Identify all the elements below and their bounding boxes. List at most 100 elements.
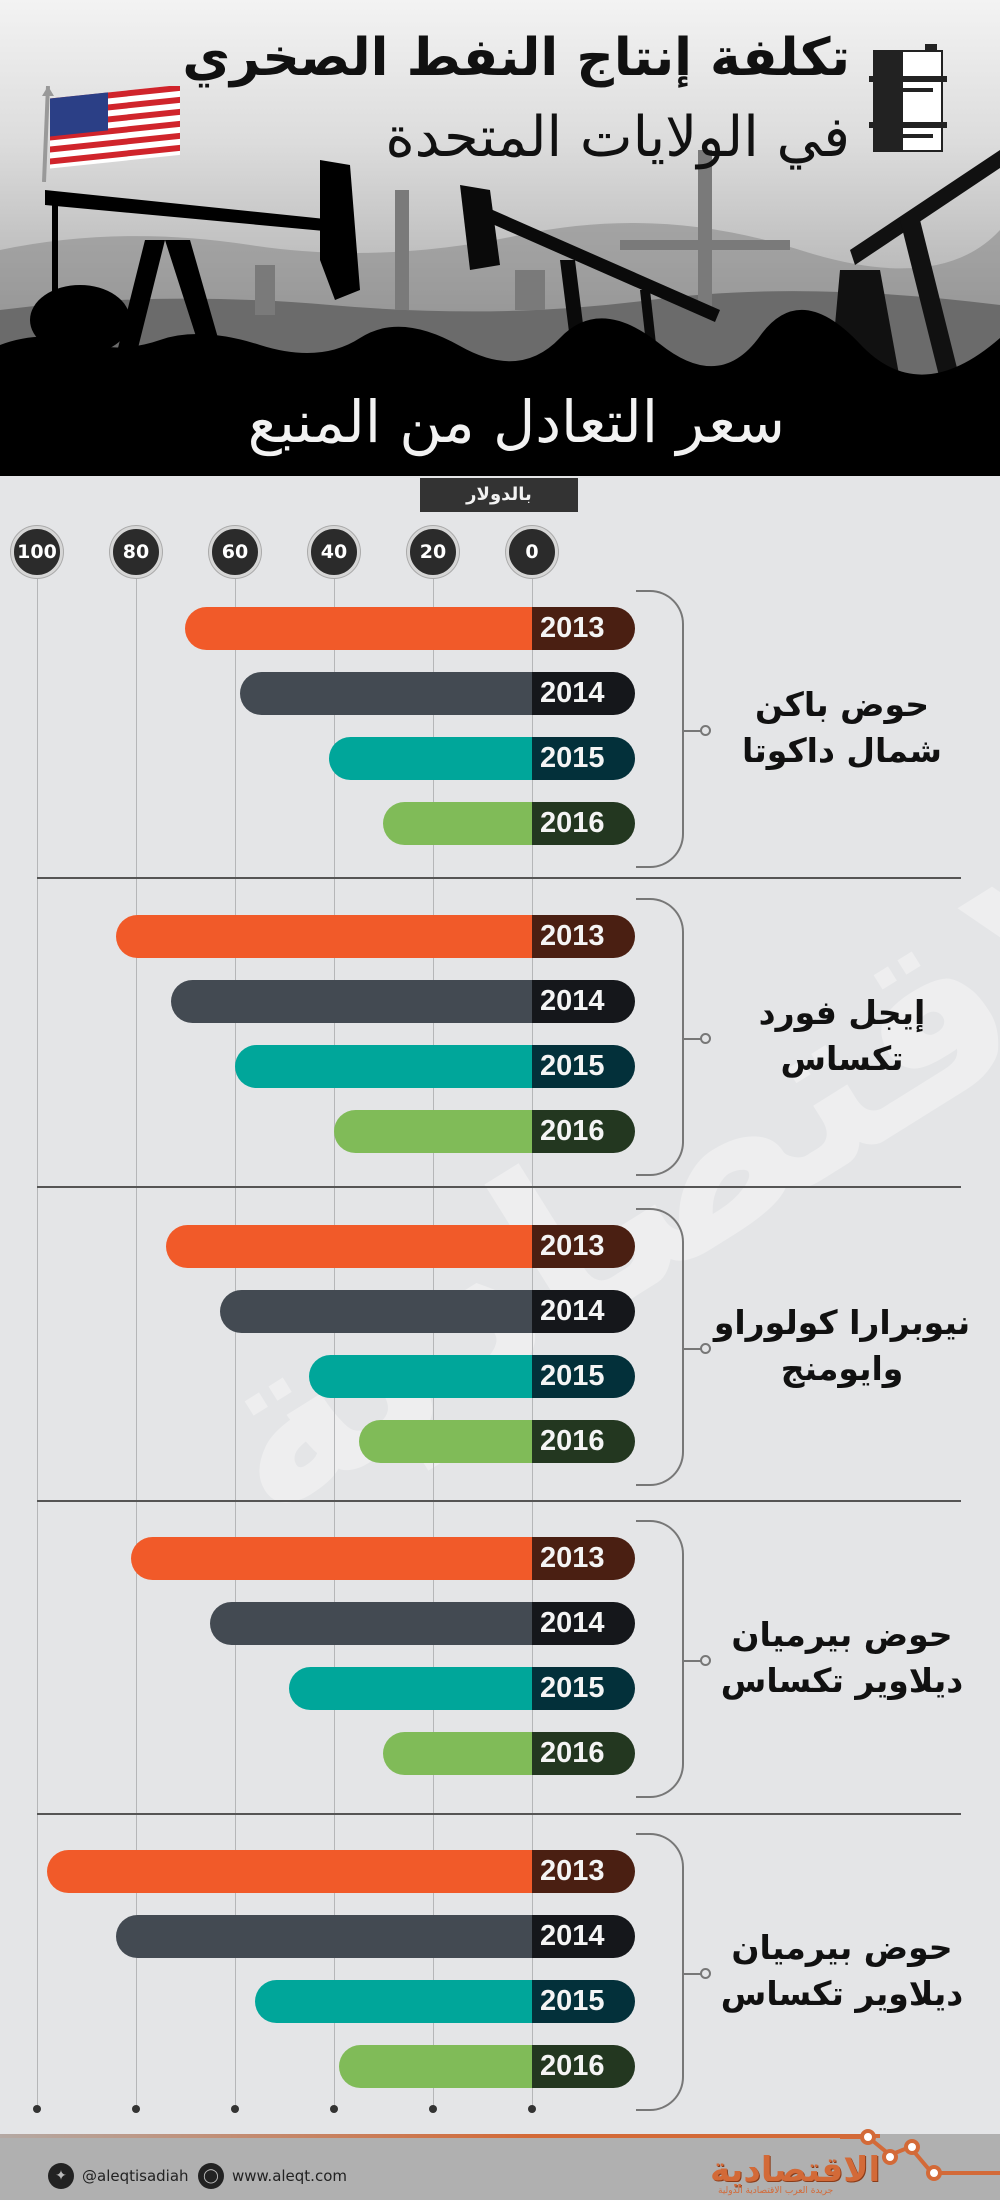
gridline-0 [532,578,533,2113]
basin-label: حوض باكن شمال داكوتا [712,682,972,774]
bar-2014 [116,1915,532,1958]
bar-2013 [166,1225,532,1268]
bar-2013 [131,1537,532,1580]
year-label: 2015 [532,737,635,780]
basin-label-line-2: وايومنج [780,1349,904,1388]
basin-label-line-2: تكساس [780,1039,904,1078]
axis-tick-60: 60 [209,526,261,578]
year-label: 2014 [532,1290,635,1333]
twitter-link[interactable]: ✦ @aleqtisadiah [48,2163,189,2189]
bar-2015 [235,1045,532,1088]
year-label: 2013 [532,1850,635,1893]
bracket-connector [684,1348,702,1350]
axis-tick-20: 20 [407,526,459,578]
publisher-tagline: جريدة العرب الاقتصادية الدولية [718,2186,834,2196]
bar-2016 [334,1110,532,1153]
basin-label-line-2: ديلاوير تكساس [720,1661,964,1700]
basin-label-line-1: حوض بيرميان [731,1928,953,1967]
bar-2016 [339,2045,532,2088]
group-bracket [636,590,684,868]
year-label: 2016 [532,2045,635,2088]
basin-label: حوض بيرميان ديلاوير تكساس [712,1612,972,1704]
grid-end-dot [429,2105,437,2113]
year-label: 2015 [532,1980,635,2023]
basin-label-line-1: نيوبرارا كولوراو [713,1303,971,1342]
bracket-connector [684,730,702,732]
year-label: 2014 [532,1915,635,1958]
year-label: 2014 [532,1602,635,1645]
axis-tick-80: 80 [110,526,162,578]
gridline-80 [136,578,137,2113]
bar-2015 [329,737,532,780]
year-label: 2015 [532,1667,635,1710]
grid-end-dot [33,2105,41,2113]
connector-dot [700,1033,711,1044]
group-bracket [636,1520,684,1798]
gridline-40 [334,578,335,2113]
gridline-60 [235,578,236,2113]
group-divider [37,1813,961,1815]
year-label: 2016 [532,1420,635,1463]
gridline-100 [37,578,38,2113]
axis-tick-100: 100 [11,526,63,578]
bar-2016 [383,1732,532,1775]
group-bracket [636,898,684,1176]
group-divider [37,877,961,879]
basin-label-line-2: ديلاوير تكساس [720,1974,964,2013]
us-flag-icon [42,86,180,182]
basin-label-line-1: حوض بيرميان [731,1615,953,1654]
bar-2015 [289,1667,532,1710]
bar-2015 [309,1355,532,1398]
website-link[interactable]: ◯ www.aleqt.com [198,2163,347,2189]
subtitle-strip [0,380,1000,476]
year-label: 2016 [532,1110,635,1153]
bar-2013 [47,1850,532,1893]
title-line-2: في الولايات المتحدة [385,105,850,170]
bracket-connector [684,1973,702,1975]
year-label: 2013 [532,1537,635,1580]
globe-icon: ◯ [198,2163,224,2189]
title-line-1: تكلفة إنتاج النفط الصخري [182,28,850,88]
year-label: 2016 [532,1732,635,1775]
year-label: 2015 [532,1045,635,1088]
basin-group: 2013 2014 2015 2016 إيجل فورد تكساس [0,898,1000,1198]
bar-2014 [210,1602,532,1645]
group-bracket [636,1208,684,1486]
basin-group: 2013 2014 2015 2016 حوض بيرميان ديلاوير تكساس [0,1520,1000,1820]
footer-accent-line [0,2134,880,2138]
connector-dot [700,725,711,736]
connector-dot [700,1655,711,1666]
bracket-connector [684,1660,702,1662]
bar-2013 [185,607,532,650]
twitter-icon: ✦ [48,2163,74,2189]
bar-2014 [240,672,532,715]
gridline-20 [433,578,434,2113]
bar-2015 [255,1980,532,2023]
footer [0,2134,1000,2200]
basin-label-line-1: حوض باكن [754,685,930,724]
bar-2014 [171,980,532,1023]
year-label: 2015 [532,1355,635,1398]
connector-dot [700,1343,711,1354]
year-label: 2014 [532,672,635,715]
grid-end-dot [231,2105,239,2113]
bar-2013 [116,915,532,958]
year-label: 2013 [532,1225,635,1268]
group-bracket [636,1833,684,2111]
bar-2016 [383,802,532,845]
unit-badge: بالدولار [420,478,578,512]
grid-end-dot [528,2105,536,2113]
basin-label-line-1: إيجل فورد [758,993,926,1032]
bracket-connector [684,1038,702,1040]
bar-2016 [359,1420,532,1463]
year-label: 2013 [532,915,635,958]
basin-group: 2013 2014 2015 2016 حوض بيرميان ديلاوير تكساس [0,1833,1000,2133]
trend-line-icon [840,2129,1000,2181]
grid-end-dot [132,2105,140,2113]
connector-dot [700,1968,711,1979]
group-divider [37,1500,961,1502]
basin-label-line-2: شمال داكوتا [742,731,942,770]
axis-tick-0: 0 [506,526,558,578]
website-url: www.aleqt.com [232,2167,347,2185]
basin-group: 2013 2014 2015 2016 نيوبرارا كولوراو وايومنج [0,1208,1000,1508]
